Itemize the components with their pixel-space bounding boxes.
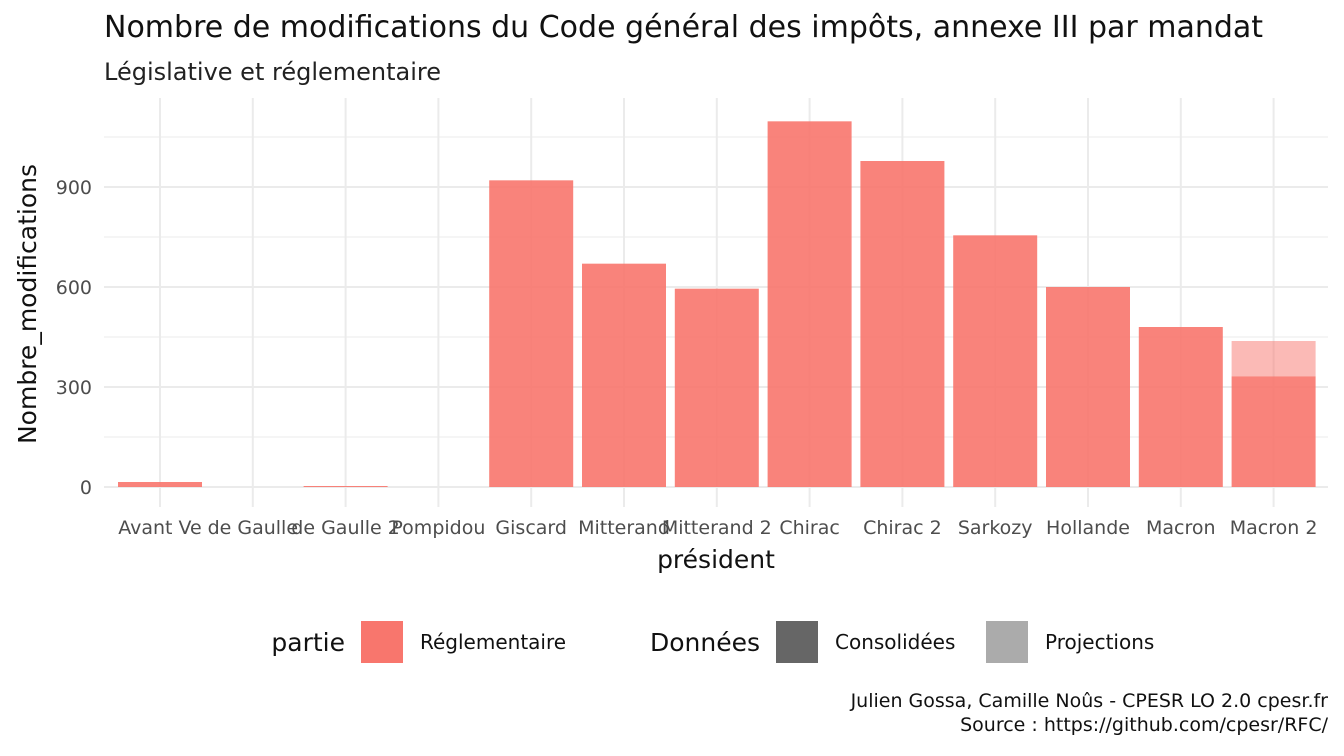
caption-line-authors: Julien Gossa, Camille Noûs - CPESR LO 2.… <box>850 690 1328 712</box>
legend-key-projections <box>986 621 1028 663</box>
y-tick-label: 900 <box>56 177 92 199</box>
x-axis-title: président <box>657 545 775 574</box>
bar-projections-macron-2 <box>1231 341 1316 377</box>
legend-key-reglementaire <box>361 621 403 663</box>
x-tick-label: de Gaulle <box>208 517 298 539</box>
y-tick-label: 0 <box>80 477 92 499</box>
legend-key-consolidees <box>776 621 818 663</box>
legend-label-reglementaire: Réglementaire <box>420 630 566 654</box>
x-tick-label: de Gaulle 2 <box>291 517 400 539</box>
y-tick-label: 300 <box>56 377 92 399</box>
x-tick-label: Giscard <box>495 517 567 539</box>
x-tick-label: Chirac 2 <box>863 517 942 539</box>
legend-title-donnees: Données <box>650 628 760 657</box>
legend-label-consolidees: Consolidées <box>835 630 955 654</box>
x-tick-label: Macron 2 <box>1230 517 1318 539</box>
bar-consolidees-giscard <box>489 180 574 488</box>
bar-consolidees-chirac <box>767 121 852 487</box>
legend-label-projections: Projections <box>1045 630 1154 654</box>
legend-title-partie: partie <box>271 628 345 657</box>
bar-consolidees-chirac-2 <box>860 161 945 487</box>
chart-title: Nombre de modifications du Code général … <box>104 10 1264 45</box>
bars <box>118 121 1316 488</box>
x-tick-label: Mitterand <box>578 517 670 539</box>
bar-consolidees-macron-2 <box>1231 376 1316 487</box>
bar-consolidees-sarkozy <box>953 235 1038 487</box>
bar-consolidees-mitterand <box>582 263 666 487</box>
y-axis-title: Nombre_modifications <box>13 164 42 444</box>
x-tick-label: Pompidou <box>391 517 485 539</box>
x-tick-label: Avant Ve <box>118 517 202 539</box>
x-tick-label: Sarkozy <box>958 517 1033 539</box>
y-tick-label: 600 <box>56 277 92 299</box>
x-tick-label: Hollande <box>1046 517 1130 539</box>
legend: partie Réglementaire Données Consolidées… <box>271 621 1154 663</box>
x-tick-label: Chirac <box>779 517 840 539</box>
chart-subtitle: Législative et réglementaire <box>104 58 441 86</box>
bar-consolidees-macron <box>1138 327 1223 487</box>
x-tick-label: Macron <box>1146 517 1216 539</box>
chart-caption: Julien Gossa, Camille Noûs - CPESR LO 2.… <box>851 689 1328 737</box>
bar-consolidees-avant-ve <box>118 482 202 487</box>
bar-consolidees-hollande <box>1046 287 1130 487</box>
y-axis-ticks: 0 300 600 900 <box>56 177 92 499</box>
x-tick-label: Mitterand 2 <box>662 517 772 539</box>
caption-line-source: Source : https://github.com/cpesr/RFC/ <box>960 714 1328 736</box>
bar-consolidees-de-gaulle-2 <box>303 486 388 487</box>
bar-consolidees-mitterand-2 <box>674 288 759 487</box>
